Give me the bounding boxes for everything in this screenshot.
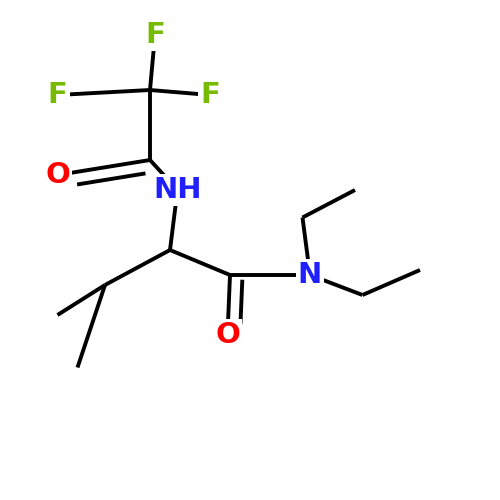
Text: F: F — [145, 21, 165, 49]
Text: NH: NH — [153, 176, 202, 204]
Text: O: O — [45, 161, 70, 189]
Text: F: F — [200, 81, 220, 109]
Text: F: F — [48, 81, 68, 109]
Text: O: O — [215, 321, 240, 349]
Text: N: N — [298, 261, 322, 289]
